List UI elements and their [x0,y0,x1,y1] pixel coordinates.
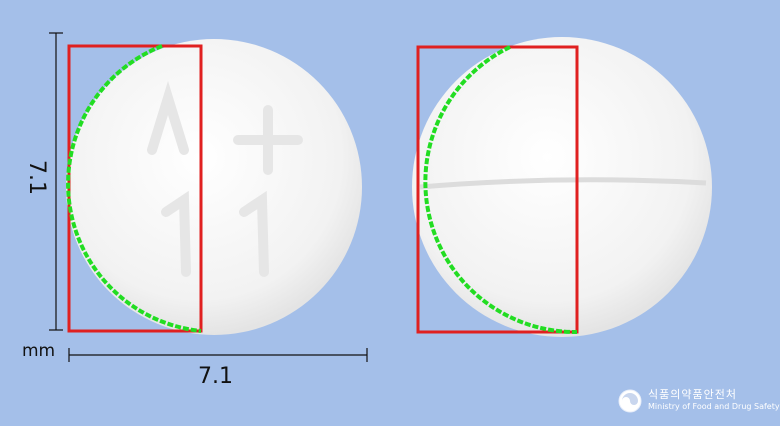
agency-logo: 식품의약품안전처 Ministry of Food and Drug Safet… [616,386,780,416]
outline-back [416,45,579,334]
dimension-vertical [49,32,63,331]
unit-label: mm [22,341,56,361]
contour-back [423,45,578,335]
width-measurement: 7.1 [198,364,233,389]
agency-emblem-icon [618,389,642,413]
height-measurement: 7.1 [24,160,49,195]
tablet-front [66,39,362,335]
score-line [419,177,707,190]
agency-name-english: Ministry of Food and Drug Safety [648,402,780,411]
tablet-back [412,37,712,337]
agency-name-korean: 식품의약품안전처 [648,388,737,401]
imprint-engraving [147,80,303,277]
dimension-horizontal [68,348,368,362]
contour-front [66,44,202,333]
